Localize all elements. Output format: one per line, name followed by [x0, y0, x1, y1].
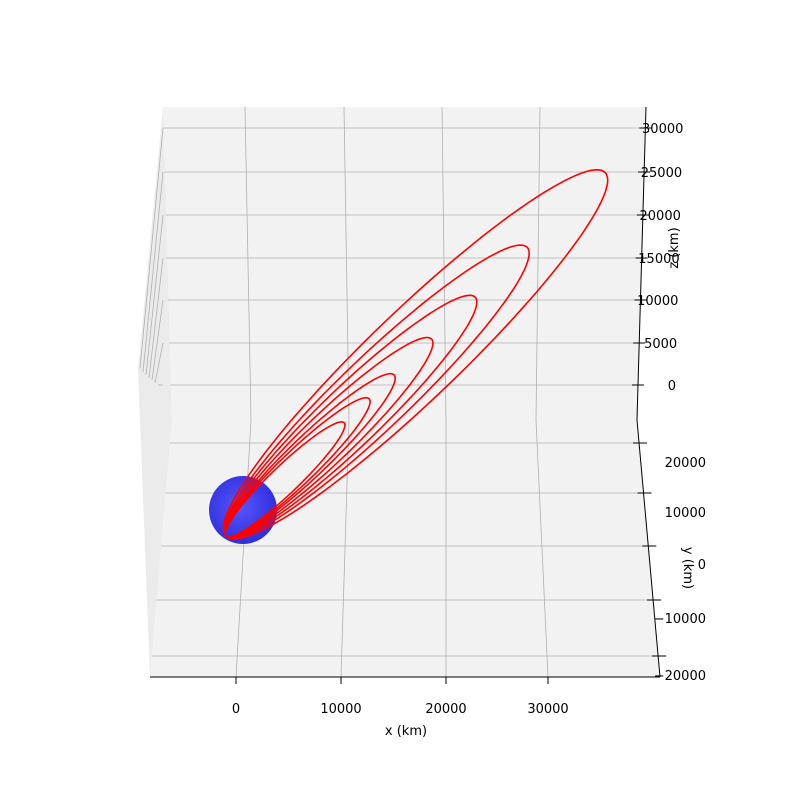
z-tick-label: 20000: [640, 209, 681, 224]
side-pane: [138, 107, 172, 677]
x-tick-label: 20000: [425, 702, 466, 717]
z-tick-label: 15000: [638, 252, 679, 267]
z-tick-label: 0: [668, 379, 676, 394]
axis-ticks: 30000 25000 20000 15000 10000 5000 0 0 10000 2000…: [232, 122, 706, 717]
side-grid-line: [154, 342, 164, 384]
x-floor-grid-line: [235, 419, 252, 678]
z-axis-label: z (km): [667, 227, 682, 268]
y-axis-label: y (km): [680, 547, 695, 589]
side-grid-line: [148, 257, 164, 379]
back-pane: [163, 107, 646, 420]
y-tick-label: −10000: [654, 612, 706, 627]
x-grid-line: [244, 106, 252, 421]
z-axis-line: [636, 106, 647, 421]
y-tick-label: −20000: [654, 669, 706, 684]
side-grid-line: [145, 214, 164, 376]
side-grid-line: [151, 299, 164, 381]
grid-lines: [139, 106, 659, 678]
y-tick-label: 20000: [665, 456, 706, 471]
z-tick-label: 5000: [644, 337, 677, 352]
x-tick-label: 30000: [527, 702, 568, 717]
z-tick-label: 25000: [641, 166, 682, 181]
orbit-trajectory: [222, 168, 609, 540]
y-tick-label: 0: [698, 558, 706, 573]
y-axis-line: [636, 419, 661, 678]
x-grid-line: [441, 106, 447, 421]
y-tick-label: 10000: [665, 506, 706, 521]
x-tick-label: 0: [232, 702, 240, 717]
x-grid-line: [343, 106, 350, 421]
floor-pane: [150, 420, 660, 677]
x-floor-grid-line: [340, 419, 350, 678]
x-tick-label: 10000: [320, 702, 361, 717]
orbit-line: [222, 168, 609, 540]
side-grid-line: [139, 127, 164, 369]
x-axis-label: x (km): [385, 724, 427, 739]
x-grid-line: [535, 106, 541, 421]
x-floor-grid-line: [535, 419, 549, 678]
z-tick-label: 10000: [637, 294, 678, 309]
side-grid-line: [142, 171, 164, 373]
z-tick-label: 30000: [642, 122, 683, 137]
